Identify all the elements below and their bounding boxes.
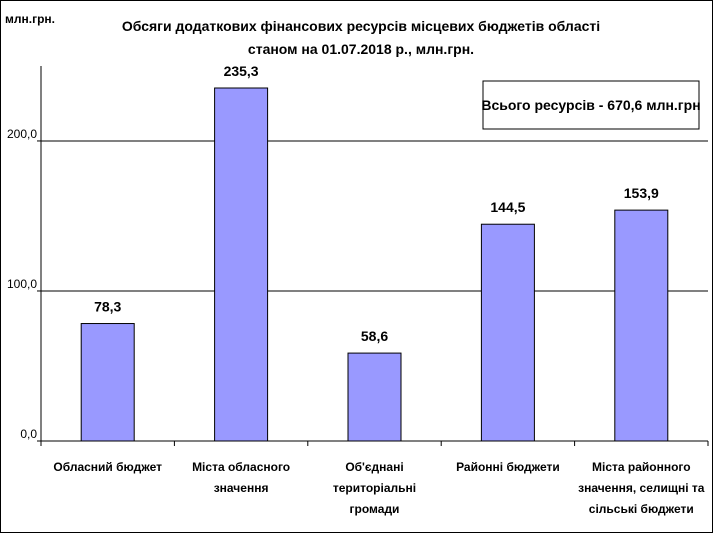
data-labels: 78,3 235,3 58,6 144,5 153,9 [94,63,659,344]
y-tick-label: 100,0 [7,277,37,291]
category-label: Міста районного значення, селищні та сільс… [578,460,705,516]
axes [37,66,709,446]
chart-title-line-1: Обсяги додаткових фінансових ресурсів мі… [122,18,600,34]
chart-title-line-2: станом на 01.07.2018 р., млн.грн. [248,41,474,57]
y-axis-unit-label: млн.грн. [5,12,55,26]
data-label: 58,6 [361,328,388,344]
y-tick-label: 0,0 [20,427,37,441]
data-label: 235,3 [224,63,259,79]
category-label: Районні бюджети [456,460,560,474]
category-label: Об'єднані територіальні громади [333,460,416,516]
bar [480,223,535,442]
bar [347,352,402,442]
total-annotation-text: Всього ресурсів - 670,6 млн.грн [481,97,700,113]
category-labels: Обласний бюджет Міста обласного значення Об… [53,460,704,516]
bars [80,87,669,442]
y-tick-label: 200,0 [7,127,37,141]
data-label: 144,5 [490,199,525,215]
total-annotation: Всього ресурсів - 670,6 млн.грн [481,80,701,130]
bar [214,87,269,442]
data-label: 153,9 [624,185,659,201]
bar [80,323,135,442]
bar [614,209,669,442]
gridlines [41,140,708,292]
total-annotation-box [482,80,700,130]
category-label: Міста обласного значення [192,460,290,495]
y-tick-labels: 0,0 100,0 200,0 [7,127,37,441]
data-label: 78,3 [94,299,121,315]
category-label: Обласний бюджет [53,460,162,474]
